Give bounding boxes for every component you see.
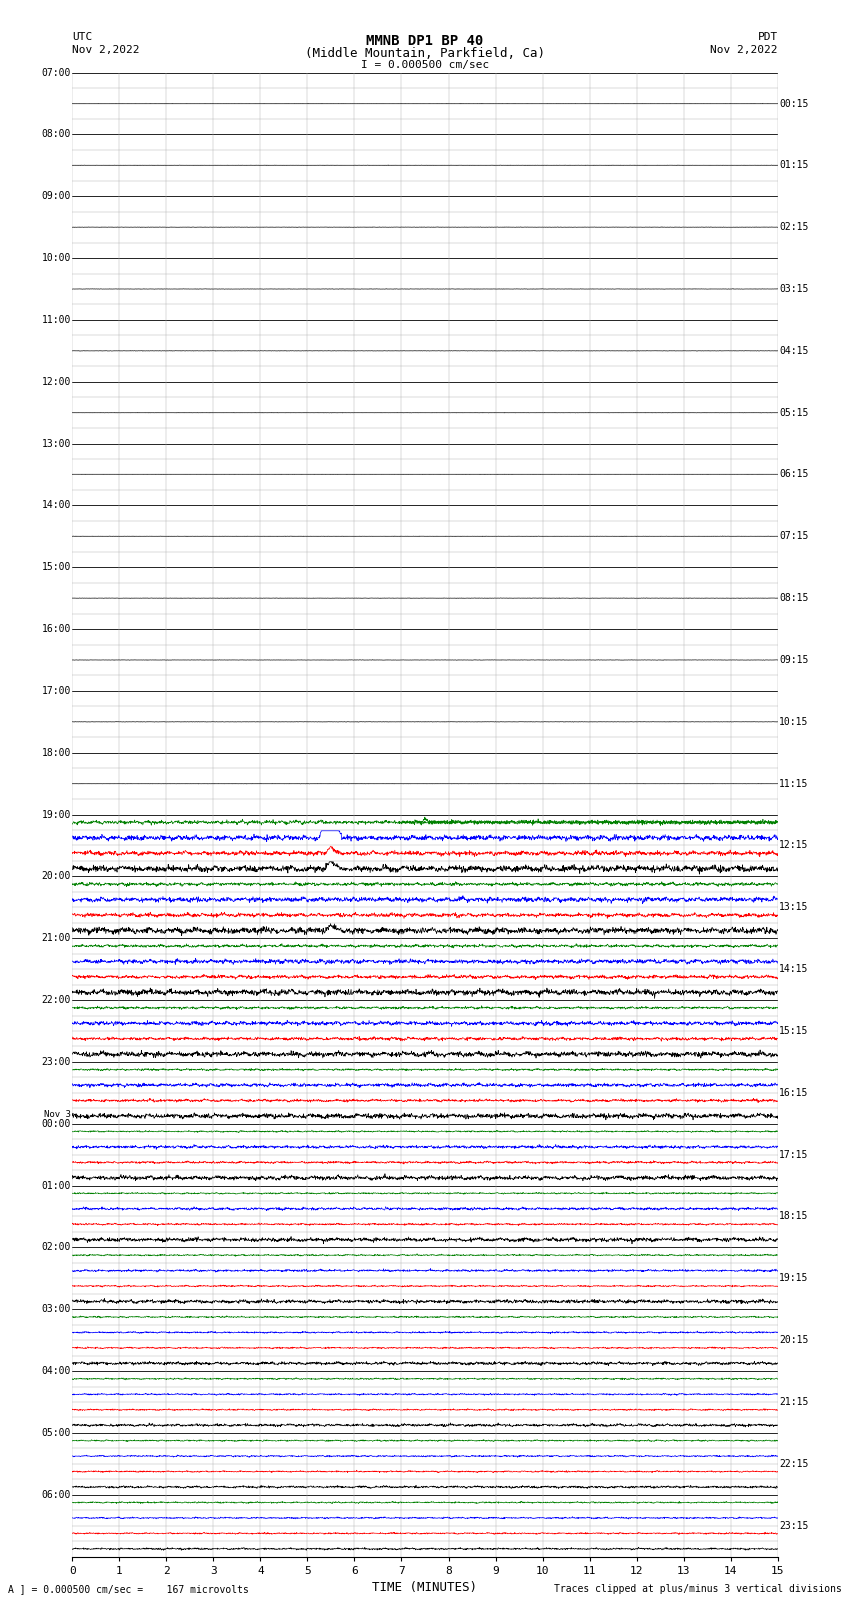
Text: Nov 2,2022: Nov 2,2022 [72, 45, 139, 55]
Text: 23:00: 23:00 [42, 1057, 71, 1066]
Text: MMNB DP1 BP 40: MMNB DP1 BP 40 [366, 34, 484, 48]
Text: 00:00: 00:00 [42, 1119, 71, 1129]
Text: 04:00: 04:00 [42, 1366, 71, 1376]
Text: 03:00: 03:00 [42, 1305, 71, 1315]
Text: 14:15: 14:15 [779, 965, 808, 974]
Text: 18:15: 18:15 [779, 1211, 808, 1221]
Text: 05:00: 05:00 [42, 1428, 71, 1437]
Text: 13:15: 13:15 [779, 902, 808, 913]
Text: 08:00: 08:00 [42, 129, 71, 139]
Text: 15:00: 15:00 [42, 563, 71, 573]
Text: 22:15: 22:15 [779, 1458, 808, 1469]
Text: Nov 2,2022: Nov 2,2022 [711, 45, 778, 55]
Text: 18:00: 18:00 [42, 748, 71, 758]
Text: 17:15: 17:15 [779, 1150, 808, 1160]
Text: 02:00: 02:00 [42, 1242, 71, 1252]
Text: 01:00: 01:00 [42, 1181, 71, 1190]
Text: 21:00: 21:00 [42, 934, 71, 944]
Text: 17:00: 17:00 [42, 686, 71, 695]
Text: 14:00: 14:00 [42, 500, 71, 510]
Text: 22:00: 22:00 [42, 995, 71, 1005]
Text: 15:15: 15:15 [779, 1026, 808, 1036]
Text: 06:00: 06:00 [42, 1490, 71, 1500]
Text: 10:15: 10:15 [779, 716, 808, 727]
Text: 16:00: 16:00 [42, 624, 71, 634]
Text: 03:15: 03:15 [779, 284, 808, 294]
Text: 11:15: 11:15 [779, 779, 808, 789]
Text: 07:15: 07:15 [779, 531, 808, 542]
Text: 12:15: 12:15 [779, 840, 808, 850]
Text: 07:00: 07:00 [42, 68, 71, 77]
Text: 16:15: 16:15 [779, 1087, 808, 1098]
Text: 10:00: 10:00 [42, 253, 71, 263]
Text: UTC: UTC [72, 32, 93, 42]
Text: 20:00: 20:00 [42, 871, 71, 881]
Text: Nov 3: Nov 3 [44, 1110, 71, 1119]
X-axis label: TIME (MINUTES): TIME (MINUTES) [372, 1581, 478, 1594]
Text: 02:15: 02:15 [779, 223, 808, 232]
Text: 20:15: 20:15 [779, 1336, 808, 1345]
Text: 01:15: 01:15 [779, 160, 808, 171]
Text: 06:15: 06:15 [779, 469, 808, 479]
Text: I = 0.000500 cm/sec: I = 0.000500 cm/sec [361, 60, 489, 69]
Text: 00:15: 00:15 [779, 98, 808, 108]
Text: 09:15: 09:15 [779, 655, 808, 665]
Text: 04:15: 04:15 [779, 345, 808, 356]
Text: 05:15: 05:15 [779, 408, 808, 418]
Text: 11:00: 11:00 [42, 315, 71, 324]
Text: Traces clipped at plus/minus 3 vertical divisions: Traces clipped at plus/minus 3 vertical … [553, 1584, 842, 1594]
Text: 19:00: 19:00 [42, 810, 71, 819]
Text: (Middle Mountain, Parkfield, Ca): (Middle Mountain, Parkfield, Ca) [305, 47, 545, 60]
Text: PDT: PDT [757, 32, 778, 42]
Text: 13:00: 13:00 [42, 439, 71, 448]
Text: A ] = 0.000500 cm/sec =    167 microvolts: A ] = 0.000500 cm/sec = 167 microvolts [8, 1584, 249, 1594]
Text: 08:15: 08:15 [779, 594, 808, 603]
Text: 12:00: 12:00 [42, 377, 71, 387]
Text: 09:00: 09:00 [42, 192, 71, 202]
Text: 23:15: 23:15 [779, 1521, 808, 1531]
Text: 19:15: 19:15 [779, 1273, 808, 1284]
Text: 21:15: 21:15 [779, 1397, 808, 1407]
